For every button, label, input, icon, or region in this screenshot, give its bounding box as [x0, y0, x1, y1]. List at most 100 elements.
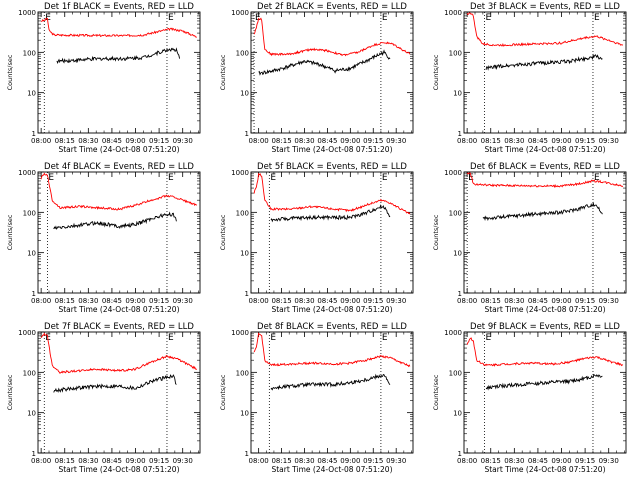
- x-tick-label: 09:15: [363, 137, 383, 145]
- x-axis-label: Start Time (24-Oct-08 07:51:20): [58, 145, 179, 154]
- y-tick-label: 1000: [231, 9, 249, 17]
- y-axis-label: Counts/sec: [6, 54, 14, 90]
- y-tick-label: 1000: [444, 9, 462, 17]
- plot-frame: [37, 331, 201, 454]
- events-series-line: [270, 373, 391, 391]
- y-tick-label: 10: [240, 410, 249, 418]
- x-tick-label: 09:00: [340, 457, 360, 465]
- y-tick-label: 100: [236, 209, 249, 217]
- x-tick-label: 08:30: [78, 137, 98, 145]
- lld-series-line: [253, 17, 411, 57]
- x-tick-label: 09:15: [575, 297, 595, 305]
- y-tick-label: 100: [449, 369, 462, 377]
- panel-1: Det 1f BLACK = Events, RED = LLD Counts/s…: [6, 2, 201, 154]
- y-tick-label: 1: [458, 450, 462, 458]
- x-tick-label: 08:00: [31, 137, 51, 145]
- panel-4: Det 4f BLACK = Events, RED = LLD Counts/s…: [6, 162, 201, 314]
- y-tick-label: 1000: [18, 9, 36, 17]
- event-marker-label: E: [485, 13, 491, 23]
- x-tick-label: 09:00: [340, 297, 360, 305]
- x-tick-label: 08:15: [271, 457, 291, 465]
- lld-series-line: [466, 12, 624, 47]
- plot-frame: [37, 171, 201, 294]
- y-tick-label: 1: [32, 130, 36, 138]
- x-tick-label: 08:30: [504, 297, 524, 305]
- x-tick-label: 08:30: [504, 457, 524, 465]
- x-tick-label: 08:00: [31, 297, 51, 305]
- event-marker-label: E: [168, 13, 174, 23]
- x-tick-label: 08:15: [481, 137, 501, 145]
- y-axis-label: Counts/sec: [219, 214, 227, 250]
- panel-3: Det 3f BLACK = Events, RED = LLD Counts/s…: [432, 2, 627, 154]
- plot-frame: [463, 171, 627, 294]
- event-marker-label: E: [255, 13, 261, 23]
- panel-title: Det 8f BLACK = Events, RED = LLD: [257, 322, 407, 332]
- y-tick-label: 100: [449, 209, 462, 217]
- event-marker-label: E: [594, 173, 600, 183]
- plot-frame: [250, 11, 414, 134]
- x-tick-label: 08:00: [457, 457, 477, 465]
- event-marker-label: E: [270, 333, 276, 343]
- x-tick-label: 08:15: [481, 457, 501, 465]
- event-marker-label: E: [168, 173, 174, 183]
- y-tick-label: 1: [32, 450, 36, 458]
- panel-title: Det 5f BLACK = Events, RED = LLD: [257, 162, 407, 172]
- x-tick-label: 08:45: [102, 457, 122, 465]
- lld-series-line: [40, 172, 198, 211]
- events-series-line: [53, 211, 177, 230]
- event-marker-label: E: [382, 333, 388, 343]
- x-tick-label: 09:00: [340, 137, 360, 145]
- plot-frame: [463, 11, 627, 134]
- y-axis-label: Counts/sec: [219, 374, 227, 410]
- panel-title: Det 1f BLACK = Events, RED = LLD: [44, 2, 194, 12]
- panel-7: Det 7f BLACK = Events, RED = LLD Counts/s…: [6, 322, 201, 474]
- x-axis-label: Start Time (24-Oct-08 07:51:20): [484, 465, 605, 474]
- lld-series-line: [253, 332, 411, 368]
- y-tick-label: 1: [245, 290, 249, 298]
- x-axis-label: Start Time (24-Oct-08 07:51:20): [271, 145, 392, 154]
- x-tick-label: 09:30: [599, 137, 619, 145]
- x-tick-label: 08:00: [249, 137, 269, 145]
- lld-series-line: [40, 332, 198, 375]
- x-axis-label: Start Time (24-Oct-08 07:51:20): [484, 145, 605, 154]
- x-tick-label: 08:45: [317, 457, 337, 465]
- events-series-line: [56, 47, 181, 65]
- x-tick-label: 09:00: [125, 137, 145, 145]
- y-tick-label: 100: [23, 369, 36, 377]
- panel-title: Det 4f BLACK = Events, RED = LLD: [44, 162, 194, 172]
- x-tick-label: 08:30: [294, 297, 314, 305]
- y-tick-label: 100: [236, 369, 249, 377]
- panel-5: Det 5f BLACK = Events, RED = LLD Counts/s…: [219, 162, 414, 314]
- y-tick-label: 1000: [231, 329, 249, 337]
- x-tick-label: 08:15: [55, 137, 75, 145]
- x-tick-label: 08:45: [528, 457, 548, 465]
- panel-title: Det 2f BLACK = Events, RED = LLD: [257, 2, 407, 12]
- x-axis-label: Start Time (24-Oct-08 07:51:20): [271, 305, 392, 314]
- x-tick-label: 08:15: [55, 297, 75, 305]
- x-axis-label: Start Time (24-Oct-08 07:51:20): [58, 305, 179, 314]
- x-tick-label: 08:45: [317, 297, 337, 305]
- x-tick-label: 08:15: [55, 457, 75, 465]
- y-tick-label: 100: [23, 49, 36, 57]
- y-axis-label: Counts/sec: [219, 54, 227, 90]
- x-tick-label: 08:00: [457, 297, 477, 305]
- x-tick-label: 09:30: [173, 457, 193, 465]
- x-tick-label: 09:15: [363, 297, 383, 305]
- events-series-line: [485, 373, 603, 391]
- plot-frame: [250, 331, 414, 454]
- lld-series-line: [253, 172, 411, 215]
- y-tick-label: 1: [245, 450, 249, 458]
- x-tick-label: 09:00: [125, 457, 145, 465]
- event-marker-label: E: [270, 173, 276, 183]
- y-tick-label: 10: [27, 410, 36, 418]
- x-tick-label: 09:30: [386, 297, 406, 305]
- y-tick-label: 10: [27, 90, 36, 98]
- x-tick-label: 09:30: [599, 457, 619, 465]
- events-series-line: [270, 204, 391, 223]
- x-tick-label: 08:30: [78, 457, 98, 465]
- x-tick-label: 08:45: [317, 137, 337, 145]
- event-marker-label: E: [594, 13, 600, 23]
- x-tick-label: 09:15: [575, 137, 595, 145]
- x-tick-label: 09:15: [363, 457, 383, 465]
- x-tick-label: 08:45: [102, 297, 122, 305]
